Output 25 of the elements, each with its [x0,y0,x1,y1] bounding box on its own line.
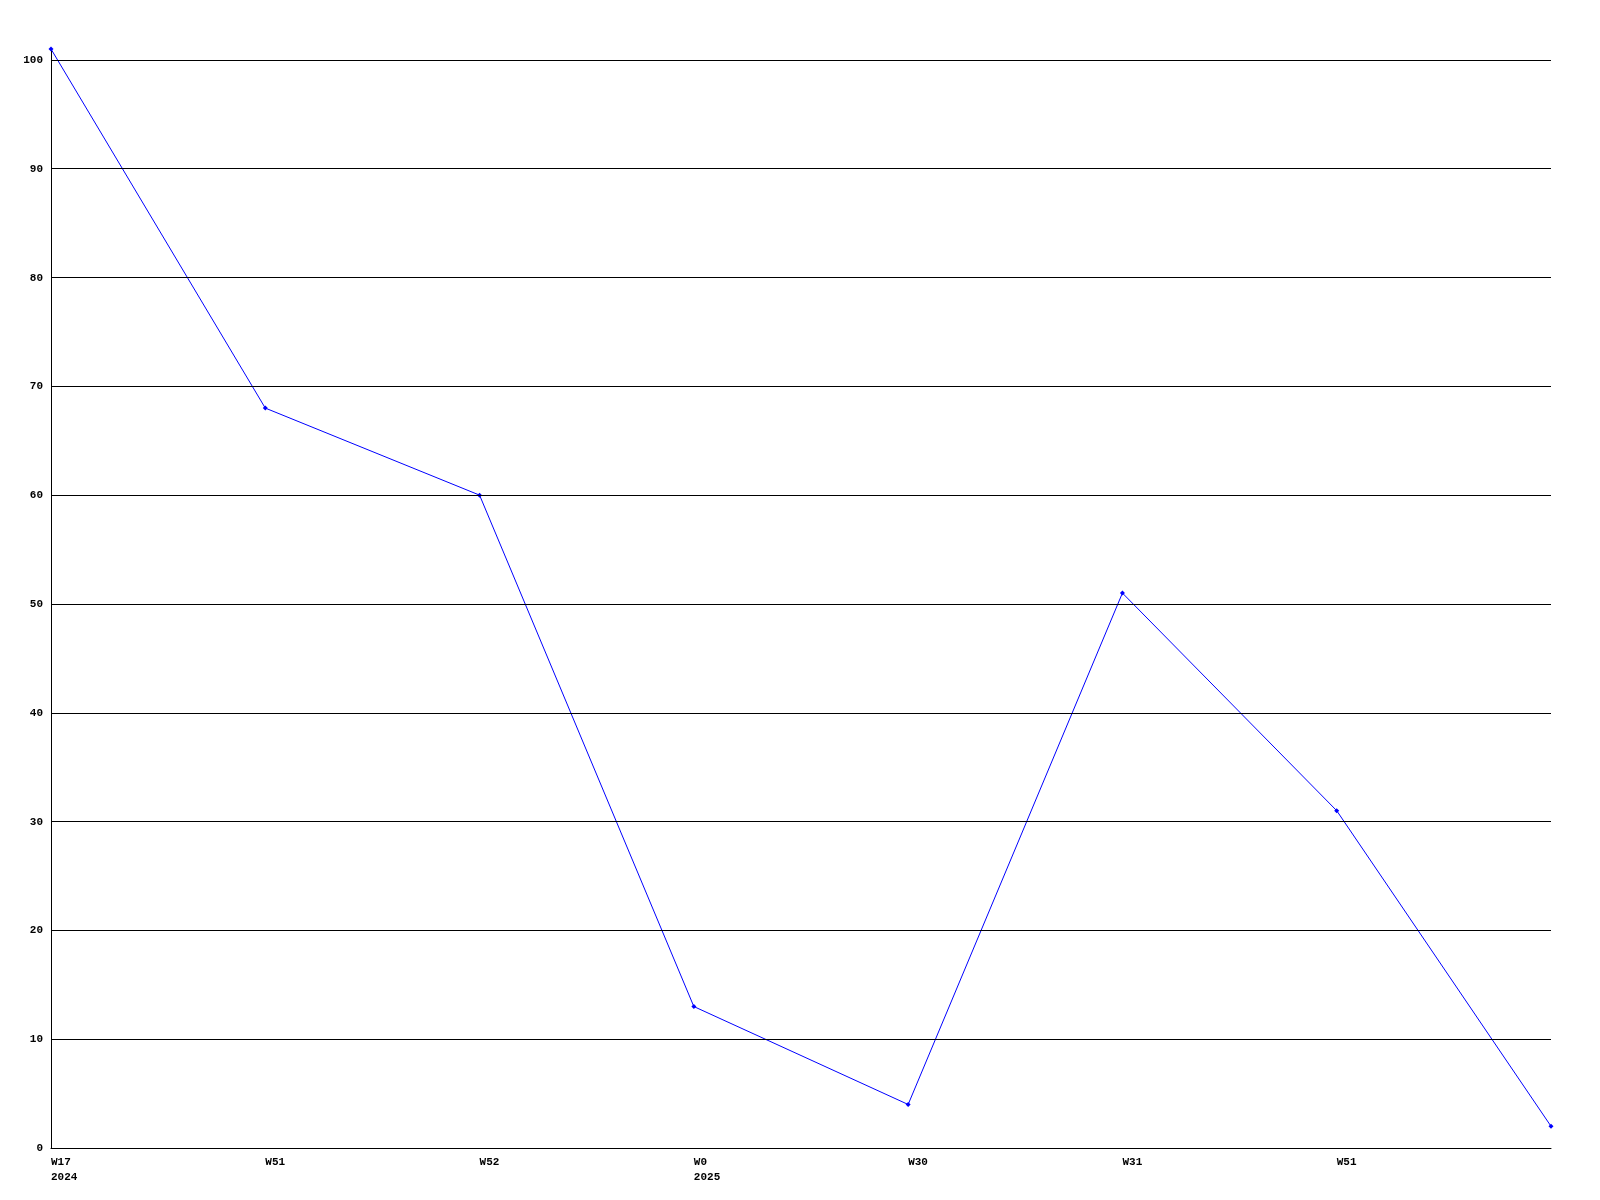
y-tick-label: 40 [29,706,43,719]
point [691,1004,697,1010]
y-tick-label: 10 [29,1033,43,1046]
point [905,1101,911,1107]
x-tick-label: W51 [1336,1155,1357,1168]
y-tick-label: 20 [29,924,43,937]
y-tick-label: 50 [29,597,43,610]
x-tick-label: W52 [479,1155,500,1168]
y-tick-label: 60 [29,489,43,502]
y-tick-label: 0 [36,1142,43,1154]
point [1548,1123,1554,1129]
point [1334,808,1340,814]
y-tick-label: 80 [29,271,43,284]
x-tick-label: W17 2024 [51,1155,78,1183]
y-tick-label: 70 [29,380,43,393]
point [1119,590,1125,596]
x-tick-label: W0 2025 [693,1155,721,1183]
x-tick-label: W51 [265,1155,286,1168]
point [262,405,268,411]
y-tick-label: 30 [29,815,43,828]
x-tick-label: W30 [908,1155,928,1168]
x-tick-label: W31 [1122,1155,1143,1168]
y-tick-label: 100 [23,53,43,66]
point [48,46,54,52]
y-tick-label: 90 [29,162,43,175]
